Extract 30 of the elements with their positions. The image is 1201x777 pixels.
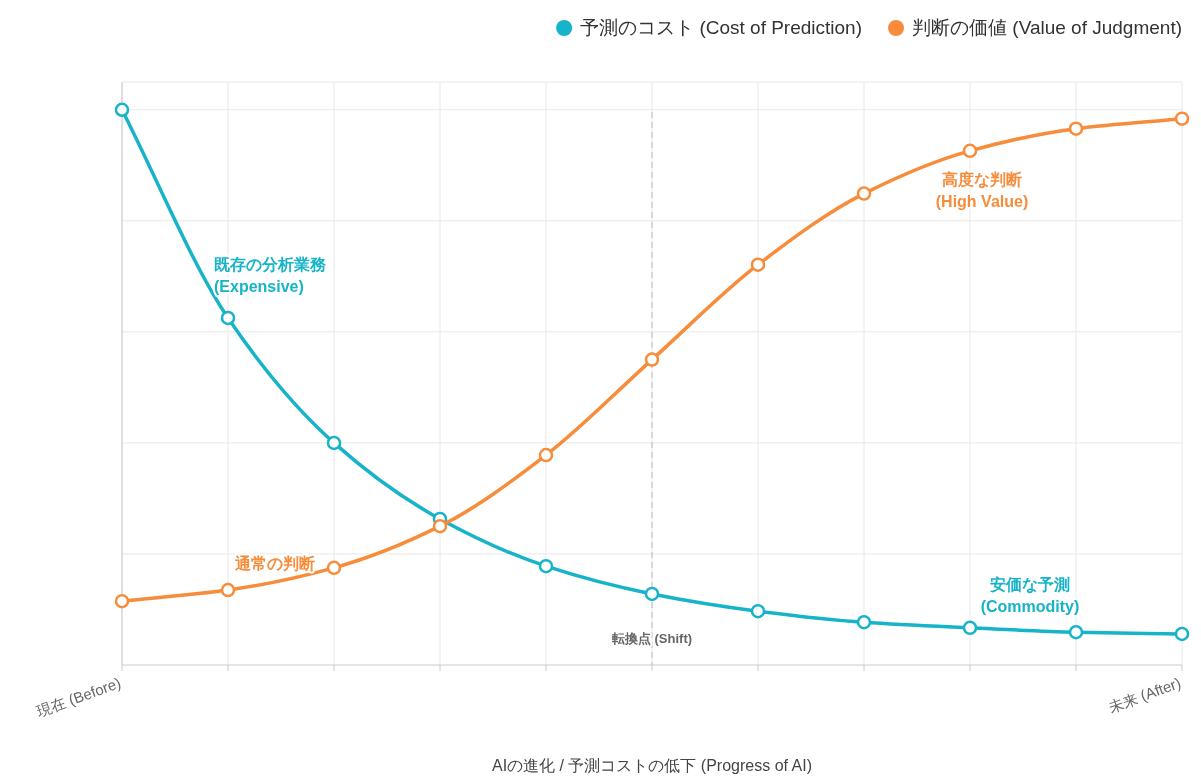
legend-label: 判断の価値 (Value of Judgment) bbox=[912, 17, 1182, 38]
point bbox=[1174, 626, 1190, 642]
point bbox=[114, 593, 130, 609]
annotation: 通常の判断 bbox=[234, 555, 315, 572]
annotation: 安価な予測 (Commodity) bbox=[980, 575, 1080, 615]
point bbox=[856, 615, 872, 630]
point bbox=[432, 518, 448, 534]
annotation: 高度な判断 (High Value) bbox=[935, 170, 1029, 210]
point bbox=[962, 620, 978, 636]
x-axis-title: AIの進化 / 予測コストの低下 (Progress of AI) bbox=[491, 757, 813, 774]
point bbox=[750, 257, 766, 272]
point bbox=[326, 435, 342, 451]
point bbox=[538, 447, 554, 463]
point bbox=[220, 310, 236, 326]
point bbox=[114, 102, 130, 118]
legend-label: 予測のコスト (Cost of Prediction) bbox=[580, 17, 863, 38]
point bbox=[962, 143, 978, 159]
point bbox=[220, 582, 236, 598]
point bbox=[644, 352, 660, 367]
point bbox=[538, 558, 554, 574]
x-tick-label: 未来 (After) bbox=[1105, 673, 1184, 716]
point bbox=[856, 186, 872, 201]
point bbox=[1068, 121, 1084, 136]
point bbox=[1068, 624, 1084, 640]
annotation: 既存の分析業務 (Expensive) bbox=[214, 256, 327, 295]
annotation: 転換点 (Shift) bbox=[610, 631, 693, 646]
point bbox=[1174, 111, 1190, 126]
point bbox=[644, 586, 660, 602]
point bbox=[750, 603, 766, 619]
point bbox=[326, 560, 342, 576]
